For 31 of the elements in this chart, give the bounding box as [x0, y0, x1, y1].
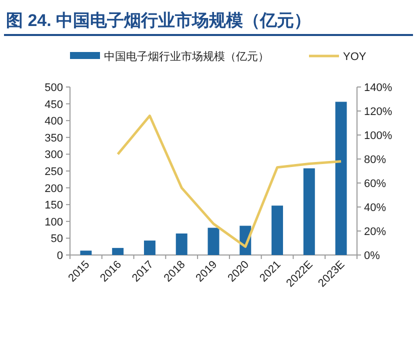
y2-tick-label: 20%: [364, 226, 386, 238]
legend-label: 中国电子烟行业市场规模（亿元）: [104, 50, 269, 63]
line-series: [116, 114, 342, 248]
y-tick-label: 250: [44, 166, 63, 178]
y-tick-label: 300: [44, 149, 63, 162]
y2-tick-label: 60%: [364, 178, 386, 190]
y-tick-label: 0: [56, 250, 63, 262]
y2-tick-label: 0%: [364, 250, 380, 262]
y-tick-label: 400: [44, 116, 63, 128]
y-tick-label: 200: [44, 182, 63, 195]
y2-tick-label: 80%: [364, 154, 386, 166]
bar: [335, 102, 347, 255]
bar: [208, 228, 220, 255]
y-tick-label: 50: [50, 233, 63, 246]
bar: [176, 233, 188, 255]
legend-label: YOY: [343, 51, 367, 63]
y2-tick-label: 100%: [364, 130, 392, 142]
bar: [80, 250, 92, 255]
bar: [144, 240, 156, 255]
y-tick-label: 500: [44, 82, 63, 94]
y-tick-label: 150: [44, 200, 63, 212]
y2-tick-label: 120%: [364, 106, 392, 118]
y2-tick-label: 40%: [364, 202, 386, 214]
bar: [112, 248, 124, 255]
bar: [303, 168, 315, 255]
y2-tick-label: 140%: [364, 82, 392, 94]
y-tick-label: 350: [44, 132, 63, 144]
bar: [272, 206, 284, 255]
y-tick-label: 100: [44, 216, 63, 228]
chart-title: 图 24. 中国电子烟行业市场规模（亿元）: [6, 11, 312, 30]
y-tick-label: 450: [44, 98, 63, 111]
